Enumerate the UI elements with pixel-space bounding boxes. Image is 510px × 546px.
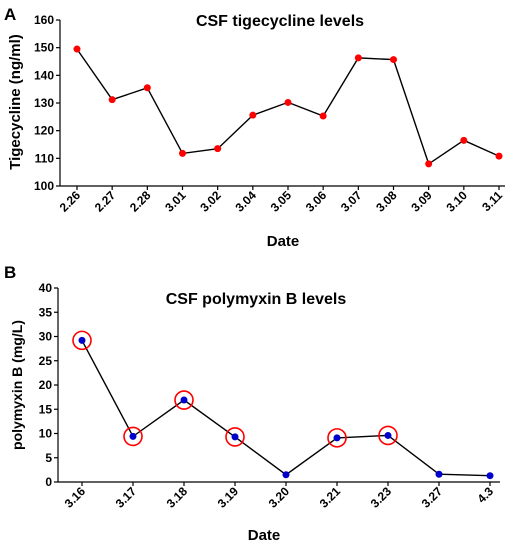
x-tick-label: 3.18 [164, 484, 191, 511]
chart-b-title: CSF polymyxin B levels [166, 291, 347, 308]
y-tick-label: 10 [39, 427, 53, 441]
x-tick-label: 3.20 [266, 484, 293, 511]
x-tick-label: 3.11 [479, 188, 505, 214]
x-tick-label: 2.26 [57, 188, 84, 215]
y-tick-label: 25 [39, 354, 53, 368]
highlight-circle [378, 425, 398, 446]
data-point [282, 471, 290, 479]
data-point [390, 56, 397, 64]
y-tick-label: 100 [34, 179, 54, 193]
chart-b-ylabel: polymyxin B (mg/L) [9, 320, 25, 450]
chart-a-xlabel: Date [267, 233, 300, 250]
data-point [319, 112, 327, 120]
y-tick-label: 15 [39, 402, 53, 416]
chart-polymyxin: CSF polymyxin B levels Date polymyxin B … [9, 281, 500, 544]
panel-letter-a: A [4, 5, 16, 24]
data-point [495, 152, 503, 160]
highlight-circle [225, 427, 245, 447]
y-tick-label: 140 [34, 68, 54, 82]
data-point [143, 84, 151, 92]
x-tick-label: 4.3 [474, 484, 496, 506]
x-tick-label: 3.17 [113, 484, 140, 511]
data-point [129, 432, 137, 440]
x-tick-label: 3.09 [408, 188, 435, 215]
series-line [81, 340, 491, 477]
x-tick-label: 3.04 [233, 188, 260, 215]
chart-b-xlabel: Date [248, 527, 281, 544]
x-tick-label: 3.06 [303, 188, 330, 215]
x-tick-label: 3.01 [162, 188, 189, 215]
data-point [249, 111, 257, 119]
data-point [333, 434, 341, 442]
y-tick-label: 5 [45, 451, 52, 465]
x-tick-label: 2.28 [127, 188, 154, 215]
x-tick-label: 3.07 [338, 188, 365, 215]
data-point [73, 45, 81, 53]
highlight-circle [174, 390, 194, 410]
panel-letter-b: B [4, 263, 16, 282]
x-tick-label: 3.10 [444, 188, 471, 215]
x-tick-label: 3.16 [62, 484, 89, 511]
data-point [435, 470, 443, 478]
y-tick-label: 20 [39, 378, 53, 392]
highlight-circle [327, 428, 347, 448]
x-tick-label: 3.21 [317, 484, 344, 511]
y-tick-label: 0 [45, 475, 52, 489]
chart-tigecycline: CSF tigecycline levels Date Tigecycline … [7, 13, 505, 250]
data-point [231, 433, 239, 441]
y-tick-label: 120 [34, 124, 54, 138]
highlight-circle [72, 330, 92, 351]
data-point [460, 136, 468, 144]
chart-a-title: CSF tigecycline levels [196, 13, 364, 30]
x-tick-label: 3.23 [368, 484, 395, 511]
data-point [384, 431, 392, 439]
x-tick-label: 2.27 [92, 188, 119, 215]
data-point [284, 98, 292, 106]
series-line [76, 48, 500, 165]
data-point [486, 472, 494, 480]
y-tick-label: 130 [34, 96, 54, 110]
x-tick-label: 3.08 [373, 188, 400, 215]
y-tick-label: 40 [39, 281, 53, 295]
y-tick-label: 30 [39, 330, 53, 344]
data-point [78, 336, 86, 344]
data-point [214, 145, 222, 153]
y-tick-label: 110 [35, 151, 55, 165]
data-point [179, 149, 186, 157]
chart-a-ylabel: Tigecycline (ng/ml) [7, 34, 24, 170]
x-tick-label: 3.19 [215, 484, 242, 511]
data-point [180, 396, 188, 404]
data-point [354, 54, 362, 62]
x-tick-label: 3.05 [268, 188, 295, 215]
x-tick-label: 3.02 [197, 188, 224, 215]
x-tick-label: 3.27 [419, 484, 446, 511]
highlight-circle [123, 426, 143, 447]
y-tick-label: 160 [34, 13, 54, 27]
y-tick-label: 35 [39, 305, 53, 319]
y-tick-label: 150 [34, 41, 54, 55]
data-point [108, 96, 116, 104]
data-point [425, 160, 433, 168]
